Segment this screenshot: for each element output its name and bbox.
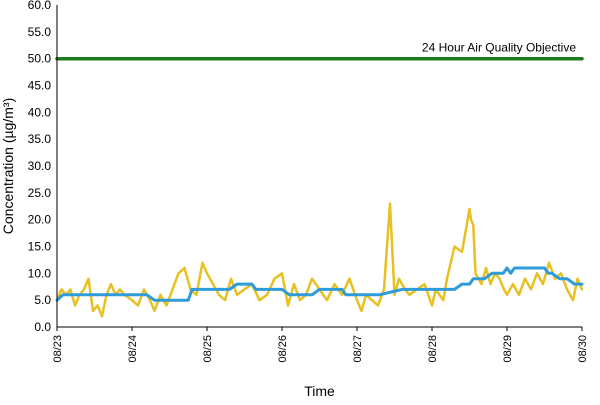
x-axis-title: Time — [304, 383, 335, 399]
y-axis-title: Concentration (µg/m³) — [0, 98, 16, 234]
hourly-series-line — [55, 202, 584, 318]
rolling-series-line — [55, 266, 584, 302]
x-tick-label: 08/23 — [52, 335, 64, 363]
y-tick-label: 5.0 — [34, 293, 51, 307]
x-tick-label: 08/30 — [577, 335, 589, 363]
y-tick-label: 0.0 — [34, 320, 51, 334]
series-layer — [55, 56, 584, 318]
y-tick-label: 25.0 — [28, 186, 52, 200]
axes — [56, 5, 582, 328]
y-tick-label: 50.0 — [28, 52, 52, 66]
y-tick-label: 35.0 — [28, 132, 52, 146]
x-tick-label: 08/27 — [352, 335, 364, 363]
x-tick-label: 08/29 — [502, 335, 514, 363]
x-tick-label: 08/26 — [277, 335, 289, 363]
y-tick-label: 55.0 — [28, 25, 52, 39]
x-tick-labels: 08/23 08/24 08/25 08/26 08/27 08/28 08/29 08/30 — [52, 327, 589, 363]
y-tick-label: 45.0 — [28, 79, 52, 93]
y-tick-label: 60.0 — [28, 0, 52, 12]
x-tick-label: 08/28 — [427, 335, 439, 363]
y-tick-label: 15.0 — [28, 240, 52, 254]
y-tick-label: 30.0 — [28, 159, 52, 173]
y-tick-label: 20.0 — [28, 213, 52, 227]
y-tick-labels: 0.0 5.0 10.0 15.0 20.0 25.0 30.0 35.0 40.0 45.0 50… — [28, 0, 52, 334]
y-tick-label: 10.0 — [28, 266, 52, 280]
x-tick-label: 08/25 — [202, 335, 214, 363]
objective-annotation: 24 Hour Air Quality Objective — [422, 41, 576, 55]
x-tick-label: 08/24 — [127, 335, 139, 363]
y-tick-label: 40.0 — [28, 105, 52, 119]
